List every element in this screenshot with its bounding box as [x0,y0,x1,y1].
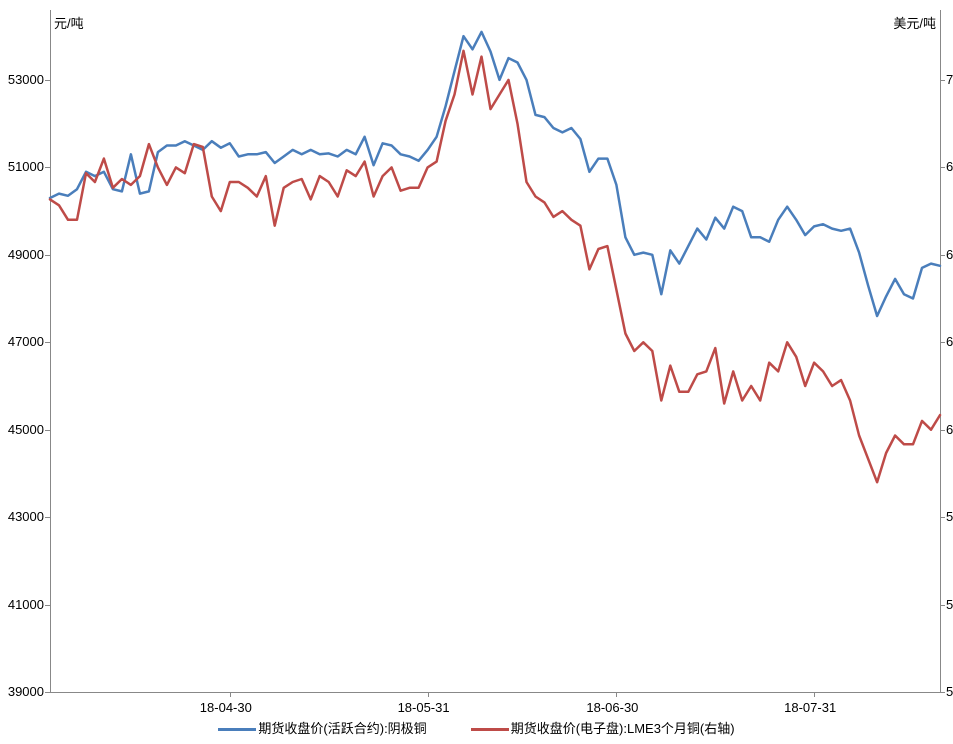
chart-legend: 期货收盘价(活跃合约):阴极铜 期货收盘价(电子盘):LME3个月铜(右轴) [0,718,953,737]
series-line [50,51,940,482]
legend-swatch [218,728,256,731]
legend-item: 期货收盘价(活跃合约):阴极铜 [218,718,426,737]
copper-price-chart: 元/吨 美元/吨 3900041000430004500047000490005… [0,0,953,744]
legend-item: 期货收盘价(电子盘):LME3个月铜(右轴) [471,718,735,737]
series-lines-svg [0,0,953,744]
legend-label: 期货收盘价(活跃合约):阴极铜 [258,721,426,736]
legend-label: 期货收盘价(电子盘):LME3个月铜(右轴) [511,721,735,736]
series-line [50,32,940,316]
legend-swatch [471,728,509,731]
